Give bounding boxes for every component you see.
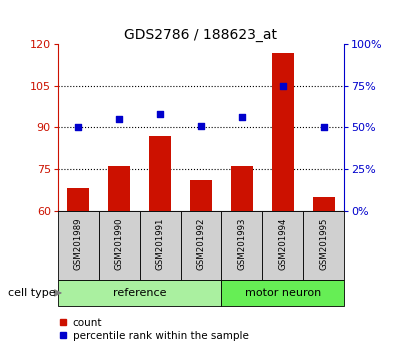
Legend: count, percentile rank within the sample: count, percentile rank within the sample xyxy=(55,314,253,345)
Text: GSM201989: GSM201989 xyxy=(74,217,83,270)
Bar xyxy=(221,280,344,306)
Bar xyxy=(58,280,221,306)
Text: cell type: cell type xyxy=(8,288,56,298)
Text: GSM201992: GSM201992 xyxy=(197,217,205,270)
Point xyxy=(75,125,81,130)
Bar xyxy=(99,211,140,280)
Point xyxy=(157,111,163,117)
Bar xyxy=(190,180,212,211)
Point xyxy=(198,123,204,129)
Bar xyxy=(262,211,303,280)
Text: GSM201995: GSM201995 xyxy=(319,217,328,270)
Text: reference: reference xyxy=(113,288,166,298)
Bar xyxy=(149,136,171,211)
Bar xyxy=(221,211,262,280)
Bar xyxy=(108,166,131,211)
Text: GSM201991: GSM201991 xyxy=(156,217,164,270)
Bar xyxy=(271,53,294,211)
Bar xyxy=(312,197,335,211)
Bar xyxy=(140,211,181,280)
Text: GSM201994: GSM201994 xyxy=(278,217,287,270)
Bar xyxy=(181,211,221,280)
Bar xyxy=(303,211,344,280)
Bar xyxy=(67,188,90,211)
Bar xyxy=(58,211,99,280)
Title: GDS2786 / 188623_at: GDS2786 / 188623_at xyxy=(125,28,277,42)
Point xyxy=(280,83,286,89)
Text: GSM201990: GSM201990 xyxy=(115,217,124,270)
Point xyxy=(321,125,327,130)
Point xyxy=(116,116,122,122)
Text: GSM201993: GSM201993 xyxy=(238,217,246,270)
Text: motor neuron: motor neuron xyxy=(245,288,321,298)
Bar xyxy=(231,166,253,211)
Point xyxy=(239,115,245,120)
